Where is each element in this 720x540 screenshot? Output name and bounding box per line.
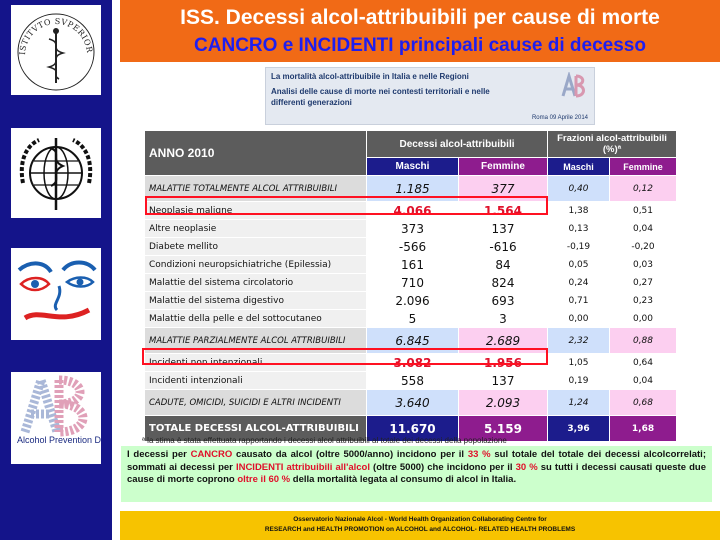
females-fraction-cell: -0,20 (610, 238, 676, 255)
report-apd-icon (561, 72, 585, 98)
row-label: CADUTE, OMICIDI, SUICIDI E ALTRI INCIDEN… (145, 390, 366, 415)
fraction-females-subheader: Femmine (610, 158, 676, 175)
row-label: Malattie del sistema circolatorio (145, 274, 366, 291)
summary-highlight: INCIDENTI attribuibili all'alcol (235, 461, 370, 473)
females-deaths-cell: 1.956 (459, 354, 547, 371)
left-sidebar: ISTITVTO SVPERIORE DI SANITÀ (0, 0, 112, 540)
females-deaths-cell: 84 (459, 256, 547, 273)
males-deaths-cell: 11.670 (367, 416, 458, 441)
report-date: Roma 09 Aprile 2014 (531, 115, 588, 121)
summary-highlight: CANCRO (190, 449, 233, 460)
row-label: Incidenti non intenzionali (145, 354, 366, 371)
footer-line-2: RESEARCH and HEALTH PROMOTION on ALCOHOL… (264, 526, 576, 533)
females-subheader: Femmine (459, 158, 547, 175)
males-deaths-cell: -566 (367, 238, 458, 255)
males-deaths-cell: 558 (367, 372, 458, 389)
mortality-table: ANNO 2010 Decessi alcol-attribuibili Frazi… (145, 131, 676, 447)
highlight-accidents-row (142, 348, 548, 365)
females-fraction-cell: 0,00 (610, 310, 676, 327)
highlight-cancer-row (145, 196, 548, 215)
females-fraction-cell: 0,12 (610, 176, 676, 201)
summary-text: su tutti i decessi causati queste due ca… (127, 461, 706, 486)
row-label: Altre neoplasie (145, 220, 366, 237)
summary-highlight: oltre il 60 % (237, 474, 291, 485)
males-fraction-cell: 0,00 (548, 310, 609, 327)
males-fraction-cell: 1,38 (548, 202, 609, 219)
row-label: Malattie della pelle e del sottocutaneo (145, 310, 366, 327)
males-deaths-cell: 2.096 (367, 292, 458, 309)
summary-box: I decessi per CANCRO causato da alcol (o… (121, 446, 712, 502)
table-year-header: ANNO 2010 (145, 131, 366, 175)
footer-line-1: Osservatorio Nazionale Alcol - World Hea… (293, 516, 547, 523)
iss-seal-logo: ISTITVTO SVPERIORE DI SANITÀ (7, 0, 101, 95)
row-label: Condizioni neuropsichiatriche (Epilessia… (145, 256, 366, 273)
males-fraction-cell: 3,96 (548, 416, 609, 441)
report-subtitle: Analisi delle cause di morte nei contest… (271, 87, 490, 107)
males-fraction-cell: 0,40 (548, 176, 609, 201)
females-deaths-cell: 137 (459, 372, 547, 389)
females-fraction-cell: 0,03 (610, 256, 676, 273)
males-fraction-cell: 0,71 (548, 292, 609, 309)
summary-text: della mortalità legata al consumo di alc… (290, 474, 517, 485)
males-fraction-cell: 1,24 (548, 390, 609, 415)
males-fraction-cell: 1,05 (548, 354, 609, 371)
males-deaths-cell: 5 (367, 310, 458, 327)
females-deaths-cell: 137 (459, 220, 547, 237)
title-band: ISS. Decessi alcol-attribuibili per caus… (120, 0, 720, 62)
fraction-males-subheader: Maschi (548, 158, 609, 175)
males-subheader: Maschi (367, 158, 458, 175)
females-fraction-cell: 1,68 (610, 416, 676, 441)
females-deaths-cell: -616 (459, 238, 547, 255)
males-deaths-cell: 710 (367, 274, 458, 291)
page-title: ISS. Decessi alcol-attribuibili per caus… (180, 6, 660, 29)
females-deaths-cell: 3 (459, 310, 547, 327)
females-fraction-cell: 0,04 (610, 372, 676, 389)
footer-band: Osservatorio Nazionale Alcol - World Hea… (120, 511, 720, 540)
females-fraction-cell: 0,51 (610, 202, 676, 219)
females-deaths-cell: 2.093 (459, 390, 547, 415)
summary-text: I decessi per (127, 449, 191, 460)
males-fraction-cell: 0,13 (548, 220, 609, 237)
females-fraction-cell: 0,23 (610, 292, 676, 309)
females-deaths-cell: 824 (459, 274, 547, 291)
apd-logo-text: Alcohol Prevention Day (17, 435, 101, 445)
males-deaths-cell: 3.082 (367, 354, 458, 371)
males-fraction-cell: 0,05 (548, 256, 609, 273)
row-label: TOTALE DECESSI ALCOL-ATTRIBUIBILI (145, 416, 366, 441)
deaths-column-header: Decessi alcol-attribuibili (367, 131, 547, 157)
males-fraction-cell: -0,19 (548, 238, 609, 255)
females-deaths-cell: 693 (459, 292, 547, 309)
males-deaths-cell: 161 (367, 256, 458, 273)
table-footnote: ª la stima è stata effettuata rapportand… (142, 436, 507, 445)
fractions-column-header: Frazioni alcol-attribuibili (%)ª (548, 131, 676, 157)
svg-text:ISTITVTO SVPERIORE DI SANITÀ: ISTITVTO SVPERIORE DI SANITÀ (11, 5, 94, 55)
summary-text: (oltre 5000) che incidono per il (369, 461, 516, 473)
females-fraction-cell: 0,68 (610, 390, 676, 415)
summary-highlight: 33 % (467, 449, 491, 460)
males-fraction-cell: 0,24 (548, 274, 609, 291)
females-fraction-cell: 0,64 (610, 354, 676, 371)
summary-highlight: 30 % (515, 461, 538, 473)
females-fraction-cell: 0,04 (610, 220, 676, 237)
row-label: Diabete mellito (145, 238, 366, 255)
males-fraction-cell: 0,19 (548, 372, 609, 389)
seal-text: ISTITVTO SVPERIORE DI SANITÀ (7, 0, 94, 55)
page-subtitle: CANCRO e INCIDENTI principali cause di d… (194, 35, 646, 56)
summary-text: causato da alcol (oltre 5000/anno) incid… (232, 449, 468, 460)
females-deaths-cell: 5.159 (459, 416, 547, 441)
report-title: La mortalità alcol-attribuibile in Itali… (271, 72, 469, 81)
row-label: Malattie del sistema digestivo (145, 292, 366, 309)
males-deaths-cell: 3.640 (367, 390, 458, 415)
males-deaths-cell: 373 (367, 220, 458, 237)
face-logo (11, 248, 101, 340)
report-header-box: La mortalità alcol-attribuibile in Itali… (265, 67, 595, 125)
alcohol-prevention-day-logo: Alcohol Prevention Day (11, 364, 111, 464)
females-fraction-cell: 0,88 (610, 328, 676, 353)
summary-text: sul totale del totale dei decessi alcolc… (127, 449, 706, 473)
who-logo (11, 128, 101, 218)
males-fraction-cell: 2,32 (548, 328, 609, 353)
females-fraction-cell: 0,27 (610, 274, 676, 291)
row-label: Incidenti intenzionali (145, 372, 366, 389)
